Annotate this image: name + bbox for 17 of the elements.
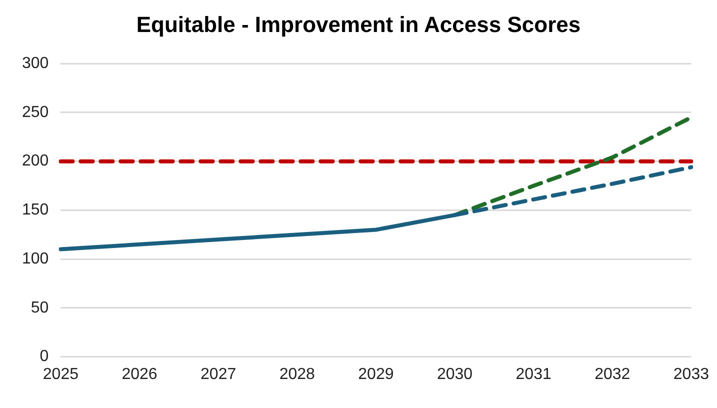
x-tick-label: 2032 [594,366,630,383]
x-tick-label: 2033 [673,366,710,383]
y-tick-label: 0 [40,348,49,366]
y-tick-label: 250 [22,104,49,121]
y-tick-label: 150 [22,202,49,219]
x-tick-label: 2028 [279,366,316,383]
y-tick-label: 100 [22,250,49,268]
y-tick-label: 300 [22,55,49,72]
x-tick-label: 2026 [122,366,158,383]
x-tick-label: 2031 [516,366,552,383]
x-tick-label: 2025 [42,366,79,383]
y-tick-label: 50 [30,299,49,316]
x-tick-label: 2027 [200,366,236,383]
x-tick-label: 2029 [358,366,394,383]
x-tick-label: 2030 [436,366,473,383]
chart-title: Equitable - Improvement in Access Scores [135,12,582,39]
y-tick-label: 200 [22,152,49,170]
